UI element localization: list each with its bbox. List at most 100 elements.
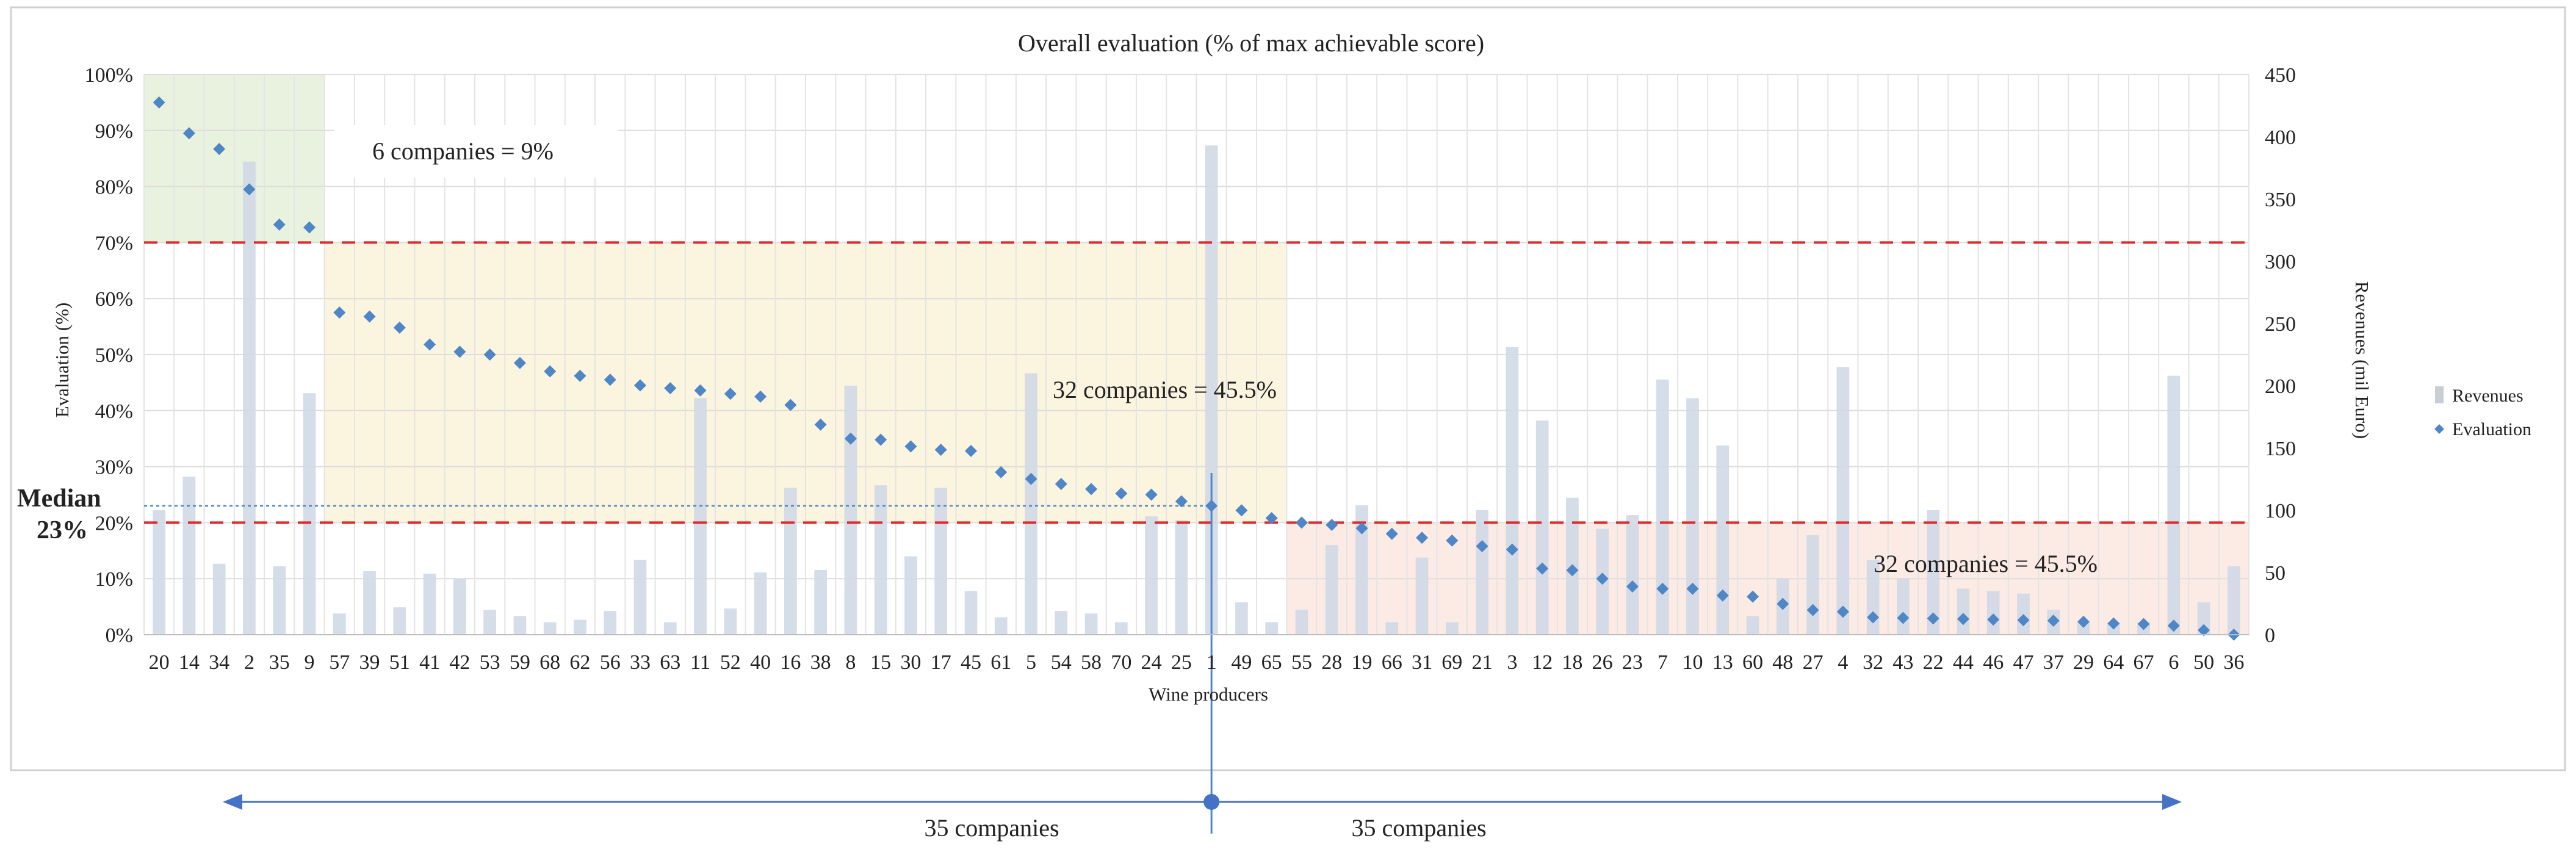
x-tick-label: 58 — [1081, 651, 1102, 674]
x-tick-label: 32 — [1863, 651, 1883, 674]
x-tick-label: 25 — [1171, 651, 1192, 674]
x-tick-label: 69 — [1441, 651, 1462, 674]
x-tick-label: 40 — [750, 651, 771, 674]
chart-title: Overall evaluation (% of max achievable … — [1018, 29, 1484, 57]
evaluation-point — [1205, 499, 1218, 512]
x-tick-label: 12 — [1532, 651, 1553, 674]
yellow-region-label: 32 companies = 45.5% — [1053, 376, 1277, 403]
revenue-bar — [964, 591, 978, 635]
evaluation-point — [1446, 534, 1459, 547]
axes: 0% 10% 20% 30% 40% 50% 60% 70% 80% 90% 100% 0 50 100 1… — [85, 64, 2296, 674]
evaluation-point — [784, 399, 797, 411]
evaluation-point — [1416, 532, 1429, 544]
x-tick-label: 28 — [1321, 651, 1342, 674]
x-tick-label: 39 — [359, 651, 380, 674]
revenue-bar — [1716, 445, 1730, 635]
x-tick-label: 5 — [1026, 651, 1036, 674]
x-tick-label: 4 — [1838, 651, 1848, 674]
evaluation-point — [153, 96, 165, 109]
green-region-label-box — [334, 125, 618, 178]
evaluation-point — [1476, 539, 1488, 552]
x-tick-label: 36 — [2223, 651, 2244, 674]
revenue-bar — [243, 161, 256, 635]
evaluation-point — [1957, 613, 1969, 626]
x-tick-label: 37 — [2043, 651, 2064, 674]
evaluation-point — [1355, 522, 1368, 535]
x-tick-label: 22 — [1923, 651, 1944, 674]
revenue-bar — [1806, 535, 1819, 635]
evaluation-point — [2077, 615, 2090, 628]
evaluation-point — [453, 345, 466, 358]
y-tick-right: 450 — [2265, 64, 2296, 87]
x-tick-label: 54 — [1051, 651, 1072, 674]
evaluation-point — [1326, 519, 1338, 532]
x-tick-label: 50 — [2193, 651, 2214, 674]
evaluation-point — [1235, 504, 1248, 517]
evaluation-point — [1536, 562, 1549, 575]
evaluation-point — [604, 373, 616, 386]
revenue-bar — [1415, 557, 1429, 635]
y-axis-title-left: Evaluation (%) — [51, 303, 73, 418]
evaluation-point — [1055, 478, 1067, 491]
x-tick-label: 14 — [179, 651, 200, 674]
x-tick-label: 33 — [630, 651, 651, 674]
evaluation-point — [814, 418, 827, 431]
revenue-bar — [874, 485, 887, 635]
legend-evaluation-label: Evaluation — [2452, 419, 2531, 439]
evaluation-point — [1867, 611, 1880, 624]
x-tick-label: 56 — [600, 651, 621, 674]
revenue-bar — [363, 571, 376, 635]
evaluation-point — [1506, 543, 1518, 556]
evaluation-point — [2137, 618, 2150, 630]
x-tick-label: 19 — [1351, 651, 1372, 674]
revenue-bar — [1205, 145, 1218, 635]
x-tick-label: 23 — [1622, 651, 1643, 674]
x-tick-label: 51 — [389, 651, 410, 674]
revenue-bar — [1626, 515, 1639, 635]
revenue-bar — [182, 476, 196, 635]
x-tick-label: 42 — [449, 651, 470, 674]
evaluation-point — [1897, 611, 1910, 624]
revenue-bar — [604, 611, 617, 635]
revenue-bar — [1445, 622, 1459, 635]
revenue-bar — [633, 560, 647, 635]
y-axis-title-right: Revenues (mil Euro) — [2351, 281, 2373, 439]
x-tick-label: 13 — [1712, 651, 1733, 674]
revenue-bar — [1055, 611, 1068, 635]
median-value-label: 23% — [37, 516, 88, 544]
x-tick-label: 29 — [2073, 651, 2094, 674]
x-tick-label: 1 — [1207, 651, 1217, 674]
revenue-bar — [724, 608, 737, 635]
revenue-bar — [663, 622, 677, 635]
x-tick-label: 68 — [539, 651, 560, 674]
evaluation-point — [1115, 487, 1128, 500]
pink-region-label: 32 companies = 45.5% — [1874, 550, 2098, 577]
evaluation-point — [633, 379, 646, 392]
evaluation-point — [513, 356, 526, 369]
evaluation-point — [483, 348, 496, 361]
x-tick-label: 61 — [990, 651, 1011, 674]
evaluation-point — [363, 310, 376, 323]
x-tick-label: 53 — [480, 651, 500, 674]
x-tick-label: 3 — [1507, 651, 1517, 674]
x-tick-label: 55 — [1291, 651, 1312, 674]
evaluation-point — [1987, 613, 2000, 626]
revenue-bar — [1084, 613, 1098, 635]
evaluation-point — [1927, 612, 1939, 625]
y-tick-left: 80% — [95, 176, 133, 199]
x-tick-label: 57 — [329, 651, 350, 674]
arrow-left-label: 35 companies — [924, 814, 1059, 842]
x-tick-label: 34 — [209, 651, 229, 674]
x-tick-label: 9 — [304, 651, 314, 674]
revenue-bar — [814, 569, 827, 635]
x-tick-label: 70 — [1111, 651, 1131, 674]
x-tick-label: 17 — [931, 651, 951, 674]
evaluation-point — [1686, 582, 1699, 595]
y-tick-left: 100% — [85, 64, 133, 87]
revenue-bar — [1175, 520, 1188, 635]
y-tick-right: 250 — [2265, 313, 2296, 336]
y-tick-right: 400 — [2265, 126, 2296, 149]
x-tick-label: 15 — [870, 651, 891, 674]
x-tick-label: 41 — [419, 651, 440, 674]
